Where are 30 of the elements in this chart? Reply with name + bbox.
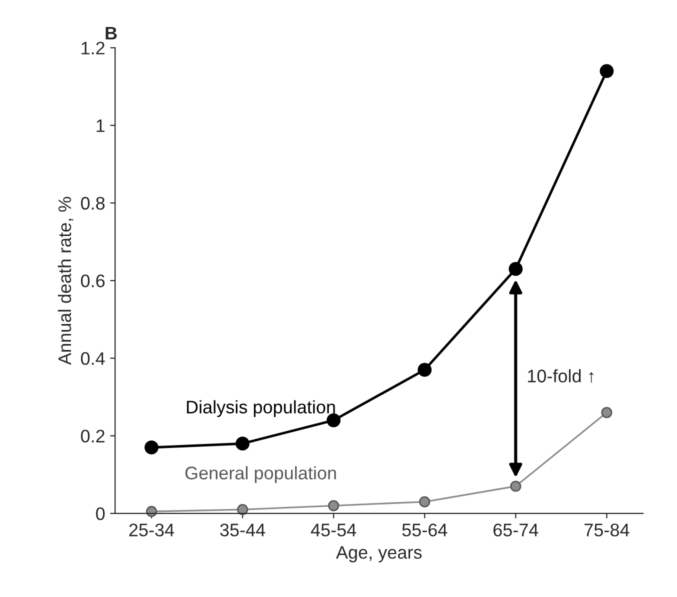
- point: [328, 500, 340, 512]
- x-axis-title: Age, years: [336, 546, 422, 562]
- x-tick-label: 45-54: [310, 524, 356, 536]
- point: [236, 436, 250, 451]
- series-label: Dialysis population: [186, 400, 335, 418]
- x-tick-label: 35-44: [220, 524, 266, 536]
- point: [236, 504, 248, 516]
- x-tick-label: 25-34: [129, 524, 174, 536]
- x-tick-label: 55-64: [402, 524, 448, 536]
- y-axis-title: Annual death rate, %: [58, 196, 74, 365]
- y-tick-label: 0.2: [80, 430, 104, 443]
- y-tick-label: 0.8: [80, 196, 105, 210]
- point: [418, 362, 432, 377]
- point: [146, 506, 158, 518]
- series-label: General population: [185, 466, 336, 484]
- x-tick-label: 75-84: [584, 524, 630, 536]
- point: [600, 64, 614, 78]
- point: [510, 480, 522, 492]
- y-tick-label: 0.4: [80, 352, 105, 365]
- point: [508, 262, 523, 276]
- chart-title: B: [106, 27, 117, 40]
- annotation: 10-fold ↑: [528, 369, 594, 383]
- point: [419, 496, 430, 508]
- x-tick-label: 65-74: [494, 524, 538, 536]
- y-tick-label: 0: [96, 507, 105, 520]
- y-tick-label: 1: [96, 119, 104, 132]
- point: [144, 440, 158, 454]
- point: [601, 406, 612, 418]
- y-tick-label: 1.2: [82, 42, 104, 54]
- y-tick-label: 0.6: [80, 274, 105, 288]
